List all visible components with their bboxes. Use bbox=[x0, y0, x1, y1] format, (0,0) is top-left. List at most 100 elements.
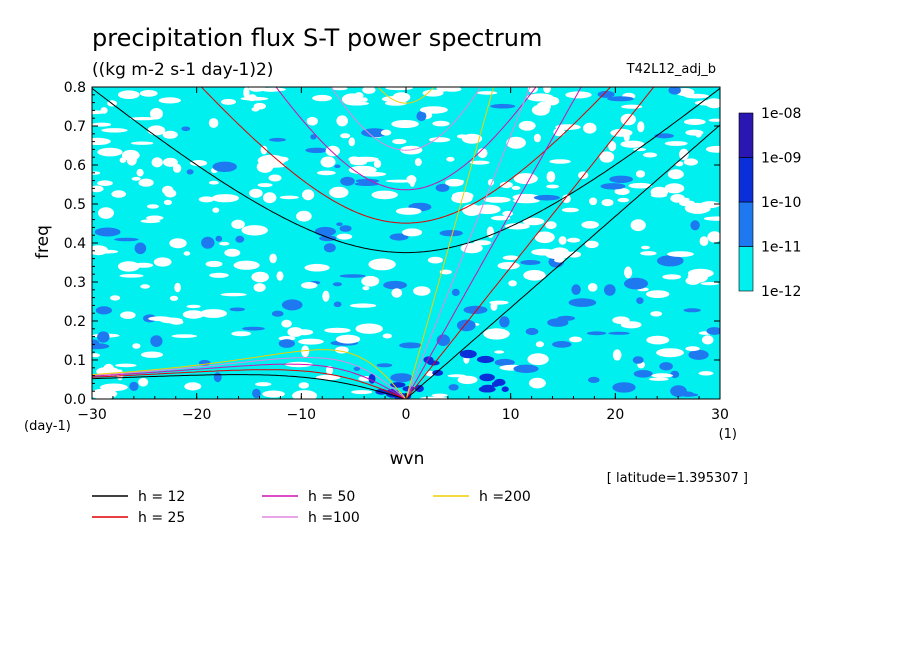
low-power-gap bbox=[296, 210, 312, 222]
rossby-wave-curve bbox=[92, 369, 407, 399]
low-power-gap bbox=[395, 207, 422, 215]
low-power-gap bbox=[205, 260, 223, 268]
low-power-gap bbox=[698, 371, 714, 376]
low-power-gap bbox=[171, 334, 198, 338]
low-power-gap bbox=[320, 156, 336, 168]
low-power-gap bbox=[649, 377, 669, 381]
gravity-wave-curve bbox=[200, 87, 612, 224]
power-patch bbox=[95, 306, 112, 315]
power-patch bbox=[494, 358, 515, 367]
low-power-gap bbox=[569, 336, 582, 343]
gravity-wave-curve bbox=[330, 87, 482, 151]
low-power-gap bbox=[422, 89, 444, 97]
low-power-gap bbox=[431, 393, 448, 397]
low-power-gap bbox=[546, 184, 559, 189]
low-power-gap bbox=[257, 183, 273, 188]
low-power-gap bbox=[700, 201, 720, 209]
x-tick-label: 10 bbox=[502, 407, 520, 423]
low-power-gap bbox=[368, 258, 396, 271]
low-power-gap bbox=[292, 390, 318, 399]
low-power-gap bbox=[126, 154, 137, 166]
y-tick-label: 0.2 bbox=[64, 314, 86, 330]
low-power-gap bbox=[110, 295, 121, 301]
colorbar-swatch bbox=[738, 201, 754, 247]
high-power-patch bbox=[476, 355, 495, 364]
low-power-gap bbox=[513, 198, 540, 204]
low-power-gap bbox=[567, 251, 582, 258]
legend-label: h = 25 bbox=[138, 510, 185, 526]
y-tick-label: 0.0 bbox=[64, 392, 86, 408]
low-power-gap bbox=[646, 335, 670, 345]
low-power-gap bbox=[617, 197, 630, 203]
experiment-label: T42L12_adj_b bbox=[626, 62, 716, 77]
low-power-gap bbox=[522, 217, 545, 226]
power-patch bbox=[416, 111, 427, 122]
gravity-wave-curve bbox=[275, 87, 537, 191]
low-power-gap bbox=[138, 377, 149, 387]
low-power-gap bbox=[502, 255, 519, 260]
power-patch bbox=[353, 366, 361, 371]
power-patch bbox=[252, 388, 261, 399]
low-power-gap bbox=[224, 248, 241, 257]
power-patch bbox=[229, 307, 245, 312]
power-patch bbox=[533, 194, 560, 201]
low-power-gap bbox=[172, 163, 182, 173]
low-power-gap bbox=[182, 310, 205, 319]
low-power-gap bbox=[219, 241, 230, 246]
power-patch bbox=[520, 260, 541, 265]
low-power-gap bbox=[599, 151, 615, 163]
low-power-gap bbox=[355, 323, 383, 334]
low-power-gap bbox=[419, 106, 448, 114]
low-power-gap bbox=[322, 290, 330, 302]
y-tick-label: 0.3 bbox=[64, 275, 86, 291]
low-power-gap bbox=[324, 327, 351, 333]
low-power-gap bbox=[186, 304, 201, 309]
low-power-gap bbox=[646, 290, 670, 298]
low-power-gap bbox=[97, 147, 123, 157]
low-power-gap bbox=[476, 91, 498, 95]
low-power-gap bbox=[490, 301, 498, 311]
low-power-gap bbox=[643, 152, 658, 158]
low-power-gap bbox=[391, 288, 403, 298]
power-patch bbox=[235, 235, 245, 243]
colorbar: 1e-12 1e-11 1e-10 1e-09 1e-08 bbox=[738, 106, 801, 300]
low-power-gap bbox=[183, 251, 191, 256]
low-power-gap bbox=[354, 92, 364, 100]
low-power-gap bbox=[263, 192, 277, 204]
x-tick-label: 20 bbox=[606, 407, 624, 423]
low-power-gap bbox=[683, 118, 706, 125]
colorbar-label: 1e-08 bbox=[761, 106, 801, 122]
low-power-gap bbox=[470, 160, 490, 165]
low-power-gap bbox=[149, 108, 163, 120]
power-patch bbox=[215, 235, 223, 242]
low-power-gap bbox=[233, 260, 260, 270]
power-patch bbox=[134, 242, 147, 255]
low-power-gap bbox=[708, 118, 720, 122]
low-power-gap bbox=[132, 343, 141, 349]
high-power-patch bbox=[427, 360, 440, 366]
low-power-gap bbox=[209, 273, 227, 278]
low-power-gap bbox=[119, 157, 127, 163]
low-power-gap bbox=[549, 159, 571, 164]
low-power-gap bbox=[260, 145, 268, 155]
low-power-gap bbox=[349, 303, 377, 308]
low-power-gap bbox=[446, 156, 455, 162]
high-power-patch bbox=[479, 373, 495, 382]
low-power-gap bbox=[527, 87, 538, 93]
x-tick-label: 30 bbox=[711, 407, 729, 423]
power-patch bbox=[278, 339, 295, 348]
low-power-gap bbox=[581, 221, 599, 229]
power-patch bbox=[612, 382, 636, 393]
low-power-gap bbox=[432, 120, 450, 127]
low-power-gap bbox=[462, 204, 482, 216]
low-power-gap bbox=[340, 133, 351, 139]
low-power-gap bbox=[508, 280, 517, 287]
power-patch bbox=[436, 334, 450, 347]
low-power-gap bbox=[169, 295, 179, 301]
low-power-gap bbox=[117, 261, 140, 272]
low-power-gap bbox=[101, 128, 128, 133]
low-power-gap bbox=[248, 87, 266, 92]
gravity-wave-curve bbox=[92, 87, 720, 254]
low-power-gap bbox=[701, 335, 714, 345]
low-power-gap bbox=[208, 118, 219, 128]
